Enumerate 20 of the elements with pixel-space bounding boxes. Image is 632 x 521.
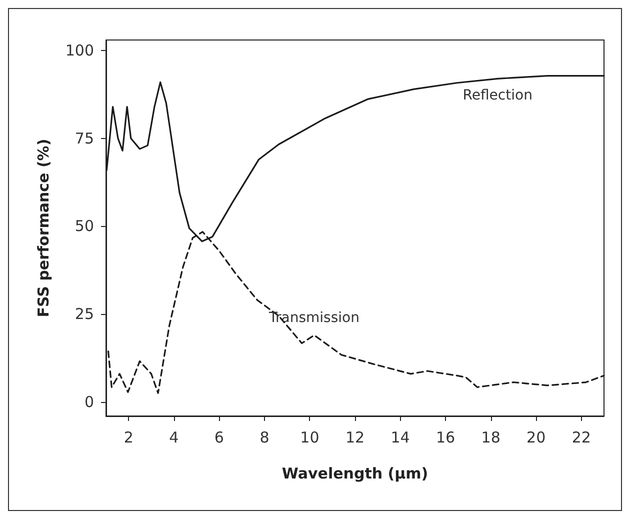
series-label: Reflection <box>462 88 532 104</box>
x-tick-label: 6 <box>214 428 224 446</box>
x-tick-label: 10 <box>300 428 320 446</box>
x-tick-label: 20 <box>526 428 546 446</box>
x-tick-label: 14 <box>390 428 410 446</box>
x-tick-label: 4 <box>169 428 179 446</box>
y-tick-label: 50 <box>74 217 94 236</box>
y-tick-label: 0 <box>84 392 94 411</box>
y-axis-title: FSS performance (%) <box>34 138 52 318</box>
x-tick-label: 2 <box>124 428 134 446</box>
y-tick-label: 100 <box>65 42 94 60</box>
x-tick-label: 12 <box>345 428 365 446</box>
series-label: Transmission <box>268 310 360 326</box>
x-tick-label: 18 <box>481 428 500 446</box>
x-axis-title: Wavelength (µm) <box>282 464 428 482</box>
x-tick-label: 16 <box>436 428 456 446</box>
x-tick-label: 8 <box>260 428 270 446</box>
y-tick-label: 75 <box>74 129 94 148</box>
x-tick-label: 22 <box>572 428 591 446</box>
y-tick-label: 25 <box>74 305 94 324</box>
